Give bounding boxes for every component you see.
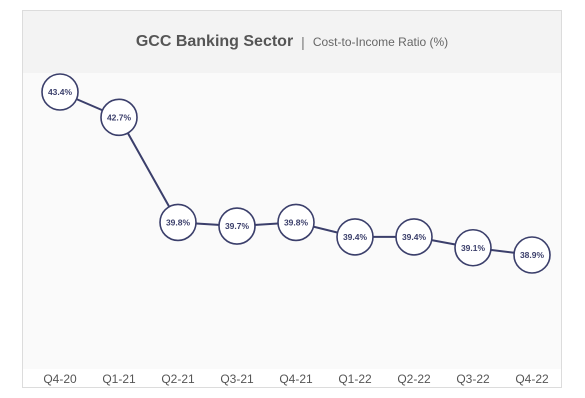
data-point: 39.4% xyxy=(336,218,374,256)
data-label: 38.9% xyxy=(520,250,545,260)
title-separator: | xyxy=(301,34,305,50)
x-tick-label: Q1-22 xyxy=(338,372,372,386)
data-point-marker xyxy=(159,203,197,242)
data-label: 39.8% xyxy=(166,217,191,227)
data-point-marker xyxy=(454,228,492,267)
x-tick-label: Q3-21 xyxy=(220,372,254,386)
x-tick-label: Q3-22 xyxy=(456,372,490,386)
data-label: 42.7% xyxy=(107,112,132,122)
data-point: 43.4% xyxy=(41,73,79,111)
chart-subtitle: Cost-to-Income Ratio (%) xyxy=(312,35,449,49)
data-point: 39.8% xyxy=(277,203,315,242)
data-label: 39.4% xyxy=(402,232,427,242)
data-point: 39.1% xyxy=(454,228,492,267)
data-point-marker xyxy=(100,98,138,137)
data-point: 39.8% xyxy=(159,203,197,242)
data-label: 43.4% xyxy=(48,87,73,97)
data-point-marker xyxy=(395,218,433,256)
x-tick-label: Q4-20 xyxy=(43,372,77,386)
data-label: 39.8% xyxy=(284,217,309,227)
x-tick-label: Q2-22 xyxy=(397,372,431,386)
data-point-marker xyxy=(218,207,256,245)
data-point: 39.4% xyxy=(395,218,433,256)
data-point: 39.7% xyxy=(218,207,256,245)
data-point-marker xyxy=(336,218,374,256)
x-tick-label: Q4-22 xyxy=(515,372,549,386)
x-tick-label: Q1-21 xyxy=(102,372,136,386)
data-point-marker xyxy=(513,236,551,274)
data-point: 38.9% xyxy=(513,236,551,274)
data-label: 39.4% xyxy=(343,232,368,242)
data-label: 39.7% xyxy=(225,221,250,231)
data-point-marker xyxy=(277,203,315,242)
data-point: 42.7% xyxy=(100,98,138,137)
x-tick-label: Q2-21 xyxy=(161,372,195,386)
data-point-marker xyxy=(41,73,79,111)
x-tick-label: Q4-21 xyxy=(279,372,313,386)
data-label: 39.1% xyxy=(461,243,486,253)
chart-title: GCC Banking Sector xyxy=(135,33,294,50)
chart-header: GCC Banking Sector | Cost-to-Income Rati… xyxy=(23,11,561,73)
